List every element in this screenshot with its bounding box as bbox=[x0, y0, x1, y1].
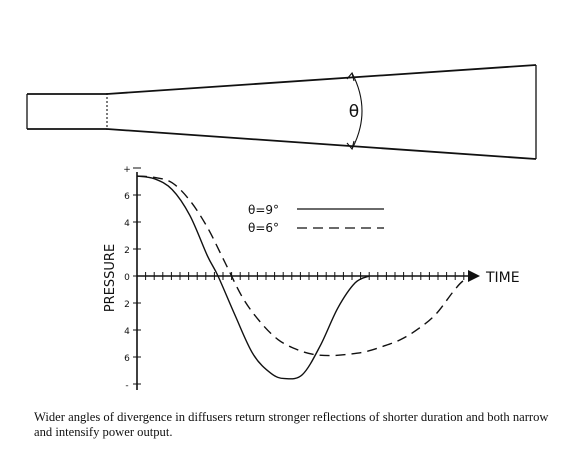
y-tick-label: 0 bbox=[124, 273, 130, 283]
y-axis-label: PRESSURE bbox=[103, 244, 118, 312]
angle-theta-label: θ bbox=[349, 102, 359, 122]
x-axis-arrowhead bbox=[468, 270, 480, 282]
legend-label-9deg: θ=9° bbox=[248, 203, 279, 217]
legend-label-6deg: θ=6° bbox=[248, 221, 279, 235]
y-tick-label: 6 bbox=[124, 192, 130, 202]
y-tick-label: 4 bbox=[124, 219, 130, 229]
series-lines bbox=[136, 175, 479, 380]
y-axis-ticks bbox=[133, 167, 141, 385]
y-tick-label: - bbox=[125, 381, 128, 391]
x-axis-label: TIME bbox=[485, 270, 520, 286]
y-tick-labels: +6 4 2 0 2 4 6 - bbox=[123, 165, 131, 391]
angle-arrow-top bbox=[346, 71, 355, 82]
chart-legend: θ=9° θ=6° bbox=[248, 203, 384, 235]
diffuser-top-wall bbox=[106, 64, 537, 95]
series-line-6deg bbox=[136, 175, 479, 357]
series-line-9deg bbox=[136, 175, 370, 380]
angle-arrow-bottom bbox=[346, 140, 355, 151]
y-tick-label: 6 bbox=[124, 354, 130, 364]
pressure-chart: +6 4 2 0 2 4 6 - TIME PRESSURE bbox=[103, 165, 520, 391]
y-tick-label: 2 bbox=[124, 246, 130, 256]
diffuser-bottom-wall bbox=[106, 128, 537, 160]
y-tick-label: 4 bbox=[124, 327, 130, 337]
figure-caption: Wider angles of divergence in diffusers … bbox=[34, 410, 549, 439]
angle-arc bbox=[351, 72, 363, 150]
y-tick-label: 2 bbox=[124, 300, 130, 310]
diffuser-diagram bbox=[26, 64, 537, 160]
y-tick-label: + bbox=[123, 165, 131, 175]
